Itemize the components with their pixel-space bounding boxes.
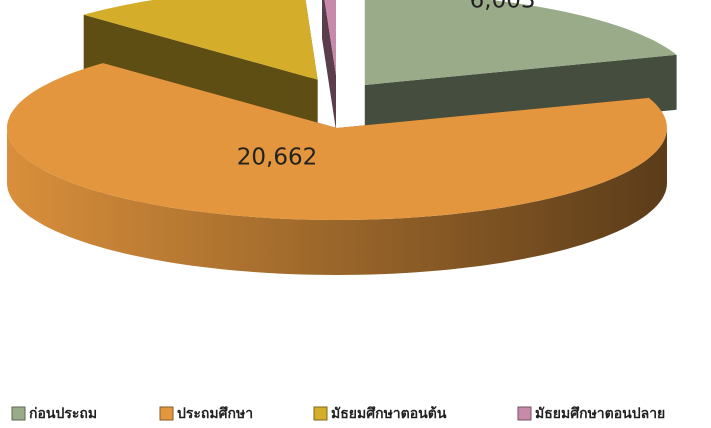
legend-swatch	[159, 406, 174, 421]
data-label: 20,662	[237, 145, 317, 171]
legend-swatch	[11, 406, 26, 421]
slice	[364, 0, 677, 85]
legend-swatch	[313, 406, 328, 421]
legend-label: ก่อนประถม	[29, 406, 97, 422]
legend-swatch	[517, 406, 532, 421]
slice-wall	[7, 128, 667, 275]
slice-side	[83, 14, 318, 135]
slice	[324, 0, 336, 76]
legend-label: มัธยมศึกษาตอนต้น	[331, 405, 447, 422]
legend-label: ประถมศึกษา	[177, 405, 253, 422]
data-label: 3,619	[189, 0, 255, 2]
slice	[7, 63, 667, 220]
slice	[83, 0, 318, 80]
slice-side	[322, 0, 336, 131]
legend-label: มัธยมศึกษาตอนปลาย	[535, 405, 665, 422]
data-label: 6,003	[470, 0, 536, 14]
